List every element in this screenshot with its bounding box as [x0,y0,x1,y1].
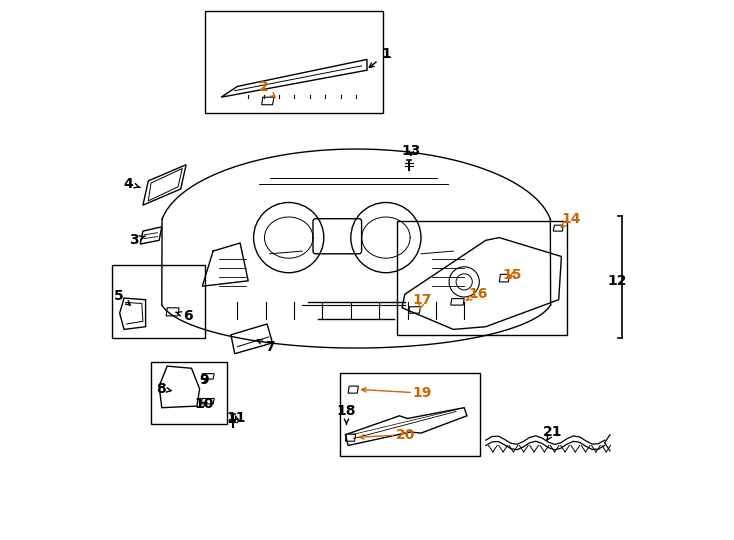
Text: 10: 10 [195,397,214,411]
Text: 19: 19 [413,386,432,400]
Text: 4: 4 [123,177,133,191]
Text: 18: 18 [337,404,356,418]
Bar [340,373,480,456]
Text: 12: 12 [607,274,627,288]
Text: 6: 6 [183,309,192,323]
Text: 20: 20 [396,428,415,442]
Text: 9: 9 [199,373,208,387]
Text: 8: 8 [156,382,166,396]
Text: 1: 1 [381,47,390,61]
Text: 16: 16 [468,287,487,301]
Bar [205,11,383,113]
Text: 13: 13 [401,144,421,158]
Text: 14: 14 [562,212,581,226]
Text: 17: 17 [413,293,432,307]
Bar [112,265,205,338]
Bar [396,221,567,335]
Text: 5: 5 [114,289,123,303]
Text: 15: 15 [502,268,521,282]
Text: 2: 2 [258,80,268,94]
Bar [151,362,227,424]
Text: 3: 3 [129,233,139,247]
Text: 21: 21 [542,425,562,439]
Text: 11: 11 [227,411,246,426]
Text: 7: 7 [265,340,275,354]
